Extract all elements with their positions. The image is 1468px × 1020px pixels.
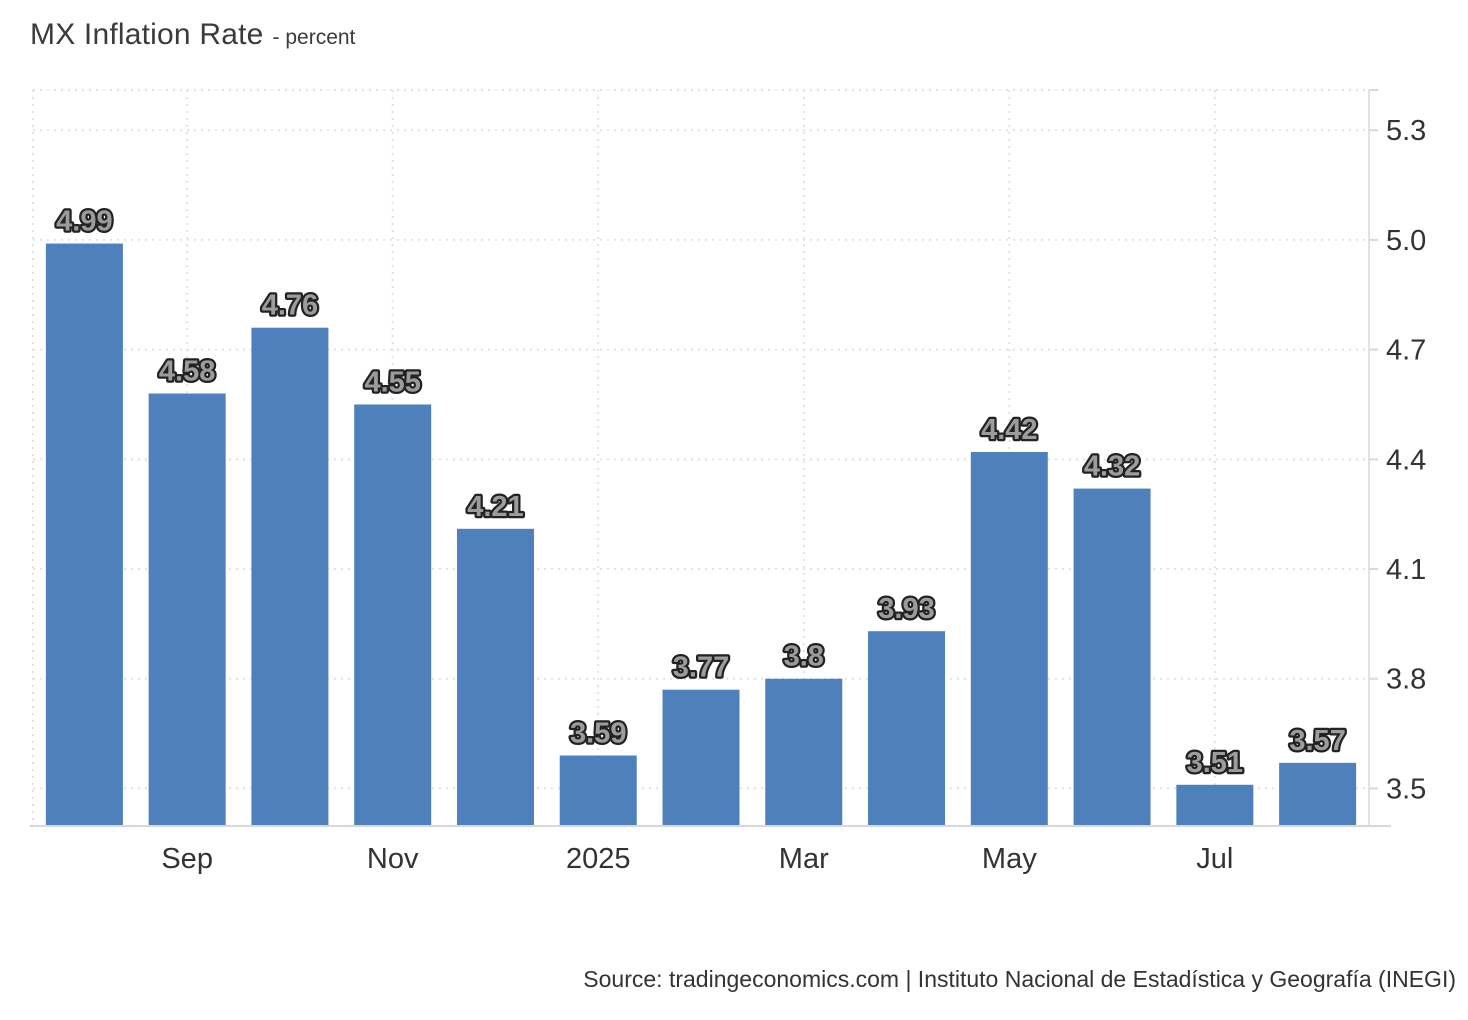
bar[interactable] — [1279, 762, 1357, 825]
y-axis-label: 4.1 — [1386, 554, 1426, 586]
bar-value-label: 4.76 — [262, 290, 318, 322]
bar-value-label: 3.51 — [1187, 747, 1243, 779]
bar-value-label: 4.55 — [364, 366, 420, 398]
bar[interactable] — [868, 631, 946, 825]
y-axis-label: 3.5 — [1386, 773, 1426, 805]
bar[interactable] — [559, 755, 637, 825]
bar[interactable] — [456, 528, 534, 825]
x-axis-label: 2025 — [566, 843, 631, 875]
bar[interactable] — [251, 327, 329, 825]
x-axis-label: Jul — [1196, 843, 1233, 875]
bar-value-label: 4.42 — [981, 414, 1037, 446]
bar[interactable] — [354, 404, 432, 825]
y-axis-label: 5.0 — [1386, 225, 1426, 257]
x-axis-label: May — [982, 843, 1037, 875]
bar[interactable] — [662, 689, 740, 825]
bar[interactable] — [765, 678, 843, 825]
bar-value-label: 4.99 — [56, 206, 112, 238]
y-axis-label: 3.8 — [1386, 664, 1426, 696]
x-axis-label: Sep — [161, 843, 213, 875]
chart-header: MX Inflation Rate - percent — [30, 18, 355, 52]
bar-value-label: 3.93 — [878, 593, 934, 625]
bar-value-label: 4.21 — [467, 491, 523, 523]
y-axis-label: 4.7 — [1386, 335, 1426, 367]
bar-value-label: 3.59 — [570, 718, 626, 750]
x-axis-label: Nov — [367, 843, 419, 875]
y-axis-label: 5.3 — [1386, 115, 1426, 147]
bar-value-label: 3.57 — [1289, 725, 1345, 757]
bar-value-label: 3.8 — [784, 641, 824, 673]
bar[interactable] — [148, 393, 226, 825]
bar[interactable] — [1073, 488, 1151, 825]
chart-title: MX Inflation Rate — [30, 18, 264, 51]
y-axis-label: 4.4 — [1386, 444, 1426, 476]
chart-subtitle: - percent — [272, 26, 356, 49]
bar[interactable] — [45, 243, 123, 825]
source-attribution: Source: tradingeconomics.com | Instituto… — [583, 966, 1456, 992]
bar-value-label: 4.58 — [159, 356, 215, 388]
bar[interactable] — [1176, 784, 1254, 825]
bar-value-label: 4.32 — [1084, 451, 1140, 483]
bar-value-label: 3.77 — [673, 652, 729, 684]
bar[interactable] — [970, 452, 1048, 825]
x-axis-label: Mar — [779, 843, 829, 875]
